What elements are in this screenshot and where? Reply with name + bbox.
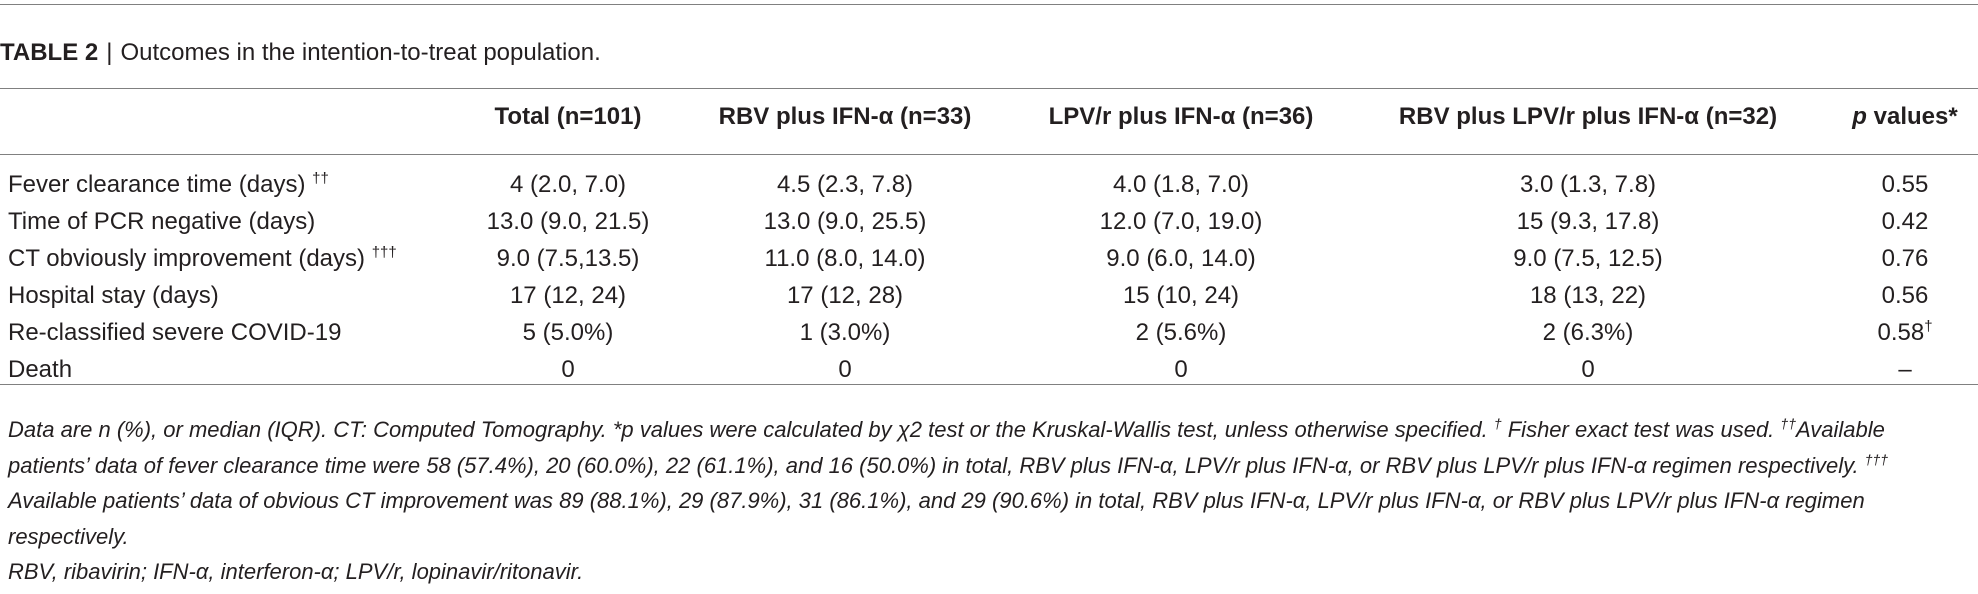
table-cell: 3.0 (1.3, 7.8) <box>1519 171 1657 198</box>
p-value-cell: 0.56 <box>1881 282 1929 309</box>
table-cell: 0 <box>1174 356 1188 383</box>
table-cell: 18 (13, 22) <box>1529 282 1647 309</box>
row-label-fever: Fever clearance time (days) †† <box>8 170 329 200</box>
header-rbv-ifn: RBV plus IFN-α (n=33) <box>718 103 972 130</box>
footnote-main: Data are n (%), or median (IQR). CT: Com… <box>8 412 1970 554</box>
row-label-text: CT obviously improvement (days) <box>8 245 366 272</box>
row-label-death: Death <box>8 356 73 383</box>
row-label-hospital: Hospital stay (days) <box>8 282 219 309</box>
header-lpv-ifn: LPV/r plus IFN-α (n=36) <box>1048 103 1314 130</box>
p-value-cell: 0.42 <box>1881 208 1929 235</box>
table-cell: 4 (2.0, 7.0) <box>509 171 627 198</box>
table-cell: 9.0 (7.5,13.5) <box>496 245 640 272</box>
table-caption: TABLE 2 | Outcomes in the intention-to-tre… <box>0 38 601 68</box>
top-rule <box>0 4 1978 5</box>
table-cell: 0 <box>838 356 852 383</box>
footnote-double-dagger: †† <box>1780 415 1796 432</box>
p-values-rest: values* <box>1866 103 1958 130</box>
table-footnotes: Data are n (%), or median (IQR). CT: Com… <box>8 412 1970 590</box>
caption-separator: | <box>106 39 113 66</box>
table-cell: 13.0 (9.0, 25.5) <box>763 208 927 235</box>
table-cell: 15 (10, 24) <box>1122 282 1240 309</box>
header-rbv-lpv-ifn: RBV plus LPV/r plus IFN-α (n=32) <box>1398 103 1778 130</box>
header-p-values: p values* <box>1852 102 1957 132</box>
table-cell: 2 (5.6%) <box>1135 319 1227 346</box>
footnote-ct: Available patients’ data of obvious CT i… <box>8 488 1865 549</box>
table-cell: 0 <box>1581 356 1595 383</box>
p-italic: p <box>1852 103 1867 130</box>
table-cell: 5 (5.0%) <box>522 319 614 346</box>
footnote-abbreviations: RBV, ribavirin; IFN-α, interferon-α; LPV… <box>8 559 584 584</box>
footnote-fever: Available patients’ data of fever cleara… <box>8 417 1885 478</box>
table-cell: 4.5 (2.3, 7.8) <box>776 171 914 198</box>
row-label-sup: †† <box>312 170 329 187</box>
p-value-cell: 0.58† <box>1877 318 1932 348</box>
table-title: Outcomes in the intention-to-treat popul… <box>120 39 601 66</box>
table-cell: 11.0 (8.0, 14.0) <box>764 245 926 272</box>
table-cell: 17 (12, 28) <box>786 282 904 309</box>
table-cell: 1 (3.0%) <box>799 319 891 346</box>
row-label-text: Fever clearance time (days) <box>8 171 306 198</box>
table-cell: 13.0 (9.0, 21.5) <box>486 208 650 235</box>
table-cell: 17 (12, 24) <box>509 282 627 309</box>
p-value-cell: 0.76 <box>1881 245 1929 272</box>
p-value-cell: 0.55 <box>1881 171 1929 198</box>
footnote-line1: Data are n (%), or median (IQR). CT: Com… <box>8 417 1494 442</box>
row-label-ct: CT obviously improvement (days) ††† <box>8 244 397 274</box>
footnote-line1-end: Fisher exact test was used. <box>1501 417 1775 442</box>
table-cell: 9.0 (6.0, 14.0) <box>1106 245 1256 272</box>
footnote-dagger: † <box>1493 415 1502 432</box>
table-label: TABLE 2 <box>0 39 99 66</box>
table-cell: 0 <box>561 356 575 383</box>
table-bottom-rule <box>0 384 1978 385</box>
footnote-triple-dagger: ††† <box>1864 451 1889 468</box>
table-cell: 9.0 (7.5, 12.5) <box>1513 245 1663 272</box>
p-value-text: 0.58 <box>1877 319 1925 346</box>
table-cell: 4.0 (1.8, 7.0) <box>1112 171 1250 198</box>
row-label-pcr: Time of PCR negative (days) <box>8 208 316 235</box>
table-cell: 12.0 (7.0, 19.0) <box>1099 208 1263 235</box>
p-value-sup: † <box>1924 318 1933 335</box>
header-top-rule <box>0 88 1978 89</box>
row-label-reclassified: Re-classified severe COVID-19 <box>8 319 342 346</box>
header-total: Total (n=101) <box>494 103 642 130</box>
row-label-sup: ††† <box>371 244 397 261</box>
header-bottom-rule <box>0 154 1978 155</box>
table-cell: 15 (9.3, 17.8) <box>1516 208 1660 235</box>
table-cell: 2 (6.3%) <box>1542 319 1634 346</box>
p-value-cell: – <box>1898 356 1912 383</box>
